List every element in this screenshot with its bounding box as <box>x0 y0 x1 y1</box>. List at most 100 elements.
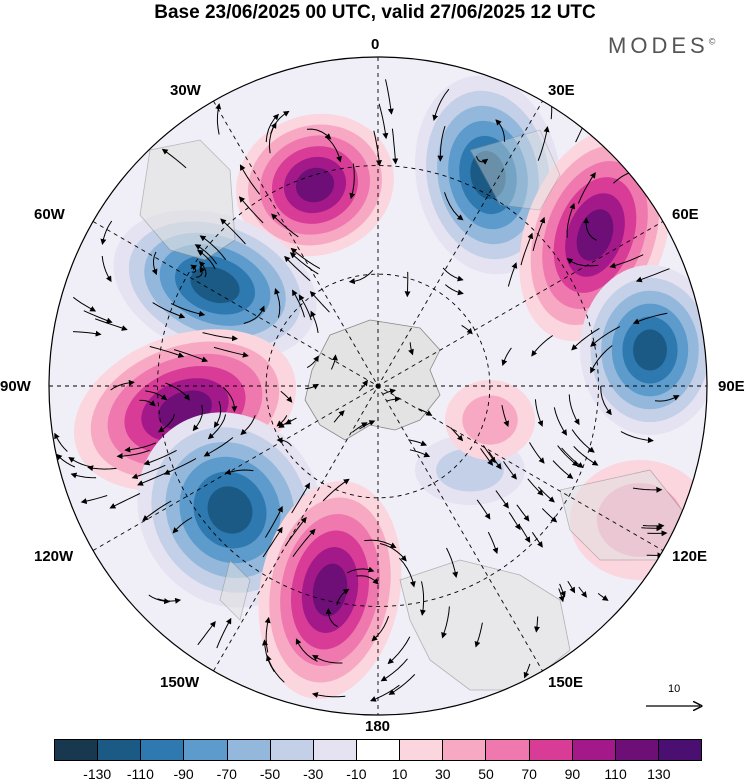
wind-arrow <box>590 345 613 374</box>
wind-arrow <box>408 342 414 356</box>
wind-arrow <box>356 575 379 585</box>
wind-arrow <box>100 220 113 245</box>
wind-arrow <box>270 110 290 135</box>
anomaly-contour <box>462 395 518 445</box>
wind-arrow <box>507 262 518 287</box>
wind-arrow <box>142 500 172 522</box>
wind-arrow <box>527 478 544 496</box>
lon-label-90w: 90W <box>0 378 31 395</box>
wind-arrow <box>432 88 450 122</box>
wind-arrow <box>306 128 332 140</box>
wind-arrow <box>577 172 596 204</box>
wind-arrow <box>157 597 182 604</box>
wind-arrow <box>325 608 339 628</box>
wind-arrow <box>109 493 141 509</box>
wind-arrow <box>632 312 668 325</box>
wind-arrow <box>531 335 553 357</box>
wind-arrow <box>239 164 261 195</box>
wind-arrow <box>280 390 293 403</box>
wind-arrow <box>419 581 426 616</box>
wind-arrow <box>532 216 546 252</box>
wind-arrow <box>541 508 558 523</box>
wind-arrow <box>148 594 171 605</box>
wind-arrow <box>380 658 408 682</box>
wind-arrow <box>450 427 464 442</box>
colorbar-swatch <box>356 740 401 760</box>
wind-arrow <box>461 324 473 335</box>
wind-arrow <box>101 255 112 283</box>
wind-arrow <box>172 517 193 534</box>
colorbar-swatch <box>486 740 530 760</box>
colorbar-swatch <box>184 740 228 760</box>
wind-arrow <box>590 326 621 347</box>
wind-arrow <box>444 192 464 221</box>
wind-arrow <box>266 654 285 683</box>
wind-arrow <box>597 593 609 601</box>
wind-arrow <box>369 684 400 702</box>
wind-arrow <box>68 456 92 468</box>
wind-arrow <box>404 271 411 298</box>
wind-arrow <box>310 310 319 333</box>
lon-label-120e: 120E <box>672 548 708 565</box>
wind-arrow <box>534 399 544 427</box>
wind-arrow <box>197 621 216 646</box>
reference-vector <box>646 680 710 720</box>
lon-label-0: 0 <box>371 36 380 53</box>
colorbar-tick-label: -30 <box>303 766 324 782</box>
wind-arrow <box>516 504 530 522</box>
wind-arrow <box>371 616 390 642</box>
colorbar-swatch <box>529 740 573 760</box>
wind-arrow <box>284 516 307 547</box>
lon-label-90e: 90E <box>718 378 745 395</box>
wind-arrow <box>271 213 299 238</box>
wind-arrow <box>292 289 305 318</box>
wind-arrow <box>409 449 431 458</box>
wind-arrow <box>240 415 256 436</box>
wind-arrow <box>196 266 206 278</box>
wind-arrow <box>351 422 368 433</box>
colorbar-tick-label: -130 <box>83 766 112 782</box>
brand-mark: © <box>708 36 716 47</box>
wind-arrow <box>312 654 343 664</box>
wind-arrow <box>202 332 238 342</box>
wind-arrow <box>131 464 166 480</box>
wind-arrow <box>444 284 464 296</box>
wind-arrow <box>289 252 319 275</box>
wind-arrow <box>290 247 321 270</box>
anomaly-contour <box>633 329 667 371</box>
colorbar-swatch <box>658 740 702 760</box>
wind-arrow <box>508 512 521 531</box>
wind-arrow <box>124 442 157 453</box>
wind-arrow <box>533 616 540 633</box>
colorbar-swatch <box>98 740 142 760</box>
wind-arrow <box>311 692 346 698</box>
colorbar-tick-label: -50 <box>259 766 281 782</box>
wind-arrow <box>561 447 584 468</box>
wind-arrow <box>487 531 499 555</box>
wind-arrow <box>276 437 292 447</box>
colorbar-tick-label: 70 <box>521 766 537 782</box>
wind-streamlines <box>54 79 680 702</box>
wind-arrow <box>165 382 190 401</box>
wind-arrow <box>83 310 113 324</box>
wind-arrow <box>116 449 150 460</box>
anomaly-contour <box>190 266 240 304</box>
wind-arrow <box>529 442 545 464</box>
polar-stereographic-map <box>48 56 708 716</box>
wind-arrow <box>578 586 587 598</box>
colorbar-tick-label: -90 <box>173 766 194 782</box>
wind-arrow <box>298 294 312 321</box>
wind-arrow <box>632 486 663 493</box>
anomaly-contour <box>470 150 506 200</box>
anomaly-contour <box>295 167 335 203</box>
wind-arrow <box>292 528 316 557</box>
anomaly-contour <box>207 486 253 534</box>
wind-arrow <box>70 472 97 479</box>
page-title: Base 23/06/2025 00 UTC, valid 27/06/2025… <box>154 2 596 23</box>
wind-arrow <box>654 395 680 402</box>
wind-arrow <box>609 254 644 269</box>
wind-arrow <box>220 218 246 245</box>
wind-arrow <box>559 583 566 598</box>
wind-arrow <box>391 128 399 165</box>
wind-arrow <box>87 465 117 472</box>
